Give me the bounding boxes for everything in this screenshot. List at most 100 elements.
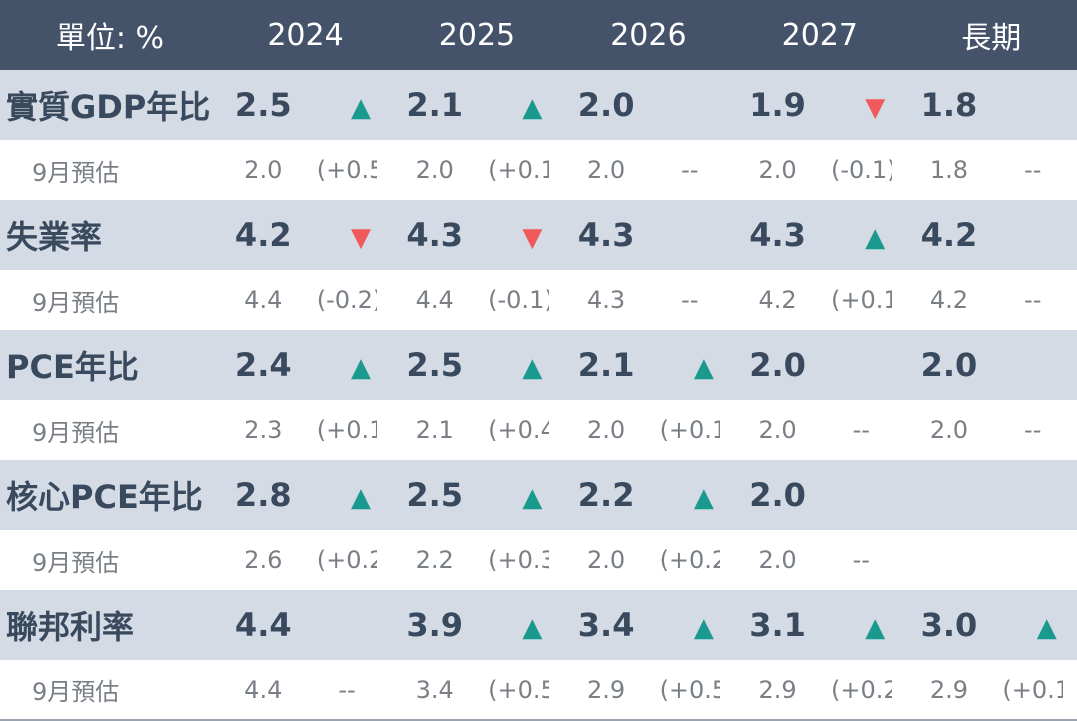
row-label: 失業率 <box>0 200 220 270</box>
sub-value-cell: 2.0 <box>391 140 502 200</box>
row-label: 核心PCE年比 <box>0 460 220 530</box>
sub-value-cell: 2.9 <box>734 660 845 720</box>
up-arrow-icon: ▲ <box>694 353 714 383</box>
delta-cell: (-0.1) <box>831 140 892 200</box>
unit-label: 單位: % <box>0 0 220 70</box>
delta-cell: (+0.2) <box>660 530 721 590</box>
up-arrow-icon: ▲ <box>351 93 371 123</box>
sub-value-cell: 4.3 <box>563 270 674 330</box>
delta-cell: (+0.2) <box>317 530 378 590</box>
value-cell: 3.9 <box>391 590 502 660</box>
delta-cell: -- <box>660 140 721 200</box>
value-cell: 2.0 <box>734 460 845 530</box>
delta-cell: (+0.5) <box>488 660 549 720</box>
value-cell: 2.1 <box>391 70 502 140</box>
up-arrow-icon: ▲ <box>522 93 542 123</box>
sub-value-cell: 4.2 <box>906 270 1017 330</box>
sub-value-cell: 2.6 <box>220 530 331 590</box>
up-arrow-icon: ▲ <box>522 353 542 383</box>
sub-value-cell: 4.2 <box>734 270 845 330</box>
value-cell: 2.5 <box>220 70 331 140</box>
up-arrow-icon: ▲ <box>522 483 542 513</box>
delta-cell: (+0.4) <box>488 400 549 460</box>
sub-row-label: 9月預估 <box>0 270 220 330</box>
delta-cell: (+0.1) <box>660 400 721 460</box>
delta-cell: (+0.1) <box>488 140 549 200</box>
sub-value-cell: 2.0 <box>563 400 674 460</box>
sub-value-cell: 2.9 <box>906 660 1017 720</box>
up-arrow-icon: ▲ <box>351 483 371 513</box>
sub-value-cell: 3.4 <box>391 660 502 720</box>
value-cell: 4.3 <box>563 200 674 270</box>
row-gdp-september: 9月預估2.0(+0.5)2.0(+0.1)2.0--2.0(-0.1)1.8-… <box>0 140 1077 200</box>
row-unemployment-september: 9月預估4.4(-0.2)4.4(-0.1)4.3--4.2(+0.1)4.2-… <box>0 270 1077 330</box>
row-pce-september: 9月預估2.3(+0.1)2.1(+0.4)2.0(+0.1)2.0--2.0-… <box>0 400 1077 460</box>
delta-cell: (+0.5) <box>317 140 378 200</box>
sub-value-cell: 2.9 <box>563 660 674 720</box>
up-arrow-icon: ▲ <box>865 223 885 253</box>
up-arrow-icon: ▲ <box>351 353 371 383</box>
value-cell: 3.0 <box>906 590 1017 660</box>
down-arrow-icon: ▼ <box>522 223 542 253</box>
year-header-2024: 2024 <box>220 0 391 70</box>
delta-cell: (+0.1) <box>1002 660 1063 720</box>
up-arrow-icon: ▲ <box>522 613 542 643</box>
value-cell: 2.5 <box>391 330 502 400</box>
value-cell: 4.2 <box>906 200 1017 270</box>
sub-row-label: 9月預估 <box>0 530 220 590</box>
header-row: 單位: % 2024 2025 2026 2027 長期 <box>0 0 1077 70</box>
delta-cell: -- <box>831 400 892 460</box>
down-arrow-icon: ▼ <box>865 93 885 123</box>
delta-cell: (+0.1) <box>317 400 378 460</box>
up-arrow-icon: ▲ <box>1037 613 1057 643</box>
sub-value-cell: 2.0 <box>734 400 845 460</box>
sub-value-cell: 2.3 <box>220 400 331 460</box>
value-cell: 4.3 <box>391 200 502 270</box>
delta-cell: -- <box>317 660 378 720</box>
delta-cell: (-0.2) <box>317 270 378 330</box>
sub-value-cell: 2.0 <box>734 530 845 590</box>
delta-cell: -- <box>1002 270 1063 330</box>
value-cell: 4.3 <box>734 200 845 270</box>
row-label: 實質GDP年比 <box>0 70 220 140</box>
sub-value-cell: 4.4 <box>220 660 331 720</box>
value-cell: 4.4 <box>220 590 331 660</box>
sub-value-cell: 2.0 <box>906 400 1017 460</box>
delta-cell <box>1002 530 1063 590</box>
value-cell: 2.8 <box>220 460 331 530</box>
up-arrow-icon: ▲ <box>865 613 885 643</box>
year-header-2027: 2027 <box>734 0 905 70</box>
value-cell <box>906 460 1017 530</box>
value-cell: 2.5 <box>391 460 502 530</box>
sub-value-cell: 2.2 <box>391 530 502 590</box>
sub-value-cell: 4.4 <box>220 270 331 330</box>
delta-cell: -- <box>1002 400 1063 460</box>
delta-cell: (+0.2) <box>831 660 892 720</box>
value-cell: 3.4 <box>563 590 674 660</box>
year-header-2025: 2025 <box>391 0 562 70</box>
value-cell: 1.9 <box>734 70 845 140</box>
sub-value-cell: 2.0 <box>563 530 674 590</box>
value-cell: 4.2 <box>220 200 331 270</box>
up-arrow-icon: ▲ <box>694 613 714 643</box>
delta-cell: (+0.3) <box>488 530 549 590</box>
sub-value-cell: 2.0 <box>220 140 331 200</box>
value-cell: 2.0 <box>906 330 1017 400</box>
value-cell: 1.8 <box>906 70 1017 140</box>
sub-value-cell: 2.0 <box>734 140 845 200</box>
sub-row-label: 9月預估 <box>0 140 220 200</box>
delta-cell: -- <box>831 530 892 590</box>
row-label: 聯邦利率 <box>0 590 220 660</box>
sub-value-cell: 2.0 <box>563 140 674 200</box>
sub-value-cell: 1.8 <box>906 140 1017 200</box>
delta-cell: -- <box>660 270 721 330</box>
delta-cell: -- <box>1002 140 1063 200</box>
down-arrow-icon: ▼ <box>351 223 371 253</box>
row-fed-rate-september: 9月預估4.4--3.4(+0.5)2.9(+0.5)2.9(+0.2)2.9(… <box>0 660 1077 720</box>
sub-row-label: 9月預估 <box>0 400 220 460</box>
year-header-longrun: 長期 <box>906 0 1077 70</box>
